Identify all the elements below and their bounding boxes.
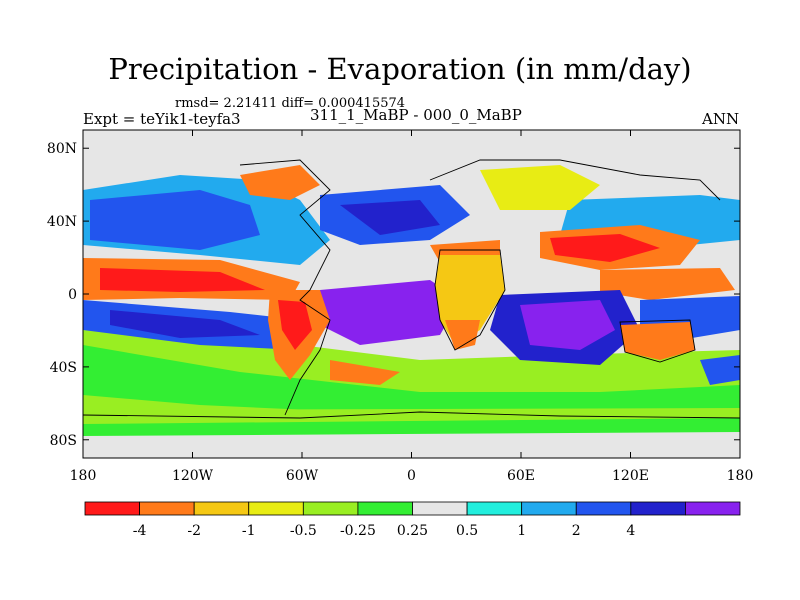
x-tick-label: 120W	[172, 468, 214, 484]
rmsd-diff-stats: rmsd= 2.21411 diff= 0.000415574	[175, 96, 406, 111]
map-axes: 180 120W 60W 0 60E 120E 180 80N 40N 0 40S 80S	[47, 130, 753, 484]
y-tick-label: 80N	[47, 141, 77, 157]
colorbar-swatch	[466, 501, 523, 516]
colorbar-label: -1	[242, 523, 256, 539]
y-tick-label: 40N	[47, 214, 77, 230]
y-tick-label: 40S	[50, 360, 77, 376]
colorbar-swatch	[575, 501, 632, 516]
colorbar-swatch	[357, 501, 413, 516]
colorbar-label: 0.25	[397, 523, 428, 539]
x-tick-label: 120E	[612, 468, 649, 484]
colorbar-label: 4	[626, 523, 635, 539]
colorbar-label: -0.25	[340, 523, 376, 539]
colorbar-swatch	[139, 501, 195, 516]
colorbar-label: -0.5	[290, 523, 317, 539]
y-tick-label: 80S	[50, 433, 77, 449]
colorbar-label: -2	[187, 523, 201, 539]
colorbar-label: 2	[572, 523, 581, 539]
x-tick-label: 60E	[507, 468, 535, 484]
experiment-label: Expt = teYik1-teyfa3	[83, 110, 241, 128]
colorbar-label: 1	[517, 523, 526, 539]
colorbar: -4 -2 -1 -0.5 -0.25 0.25 0.5 1 2 4	[84, 501, 741, 539]
period-label: 311_1_MaBP - 000_0_MaBP	[310, 106, 522, 124]
x-tick-label: 180	[727, 468, 754, 484]
colorbar-swatch	[302, 501, 359, 516]
colorbar-swatch	[248, 501, 304, 516]
y-tick-label: 0	[68, 287, 77, 303]
colorbar-swatch	[84, 501, 140, 516]
colorbar-label: 0.5	[456, 523, 478, 539]
season-label: ANN	[702, 110, 740, 128]
x-tick-label: 0	[407, 468, 416, 484]
colorbar-label: -4	[133, 523, 147, 539]
colorbar-swatch	[630, 501, 686, 516]
x-tick-label: 180	[70, 468, 97, 484]
colorbar-swatch	[193, 501, 250, 516]
map-fields	[83, 130, 740, 458]
chart-title: Precipitation - Evaporation (in mm/day)	[108, 52, 692, 86]
colorbar-swatch	[412, 501, 468, 516]
x-tick-label: 60W	[286, 468, 319, 484]
colorbar-swatch	[521, 501, 577, 516]
colorbar-swatch	[685, 501, 741, 516]
